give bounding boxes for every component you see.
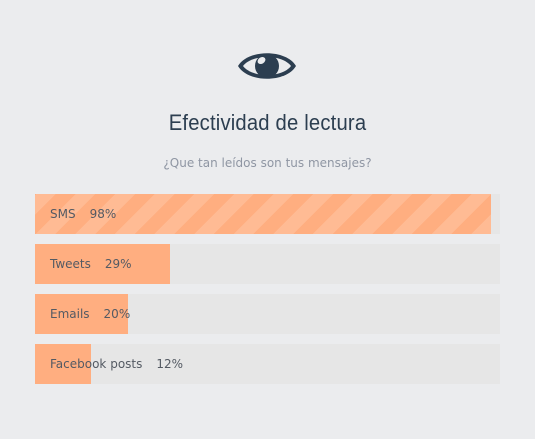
bar-label: Tweets: [50, 257, 91, 271]
bar-percent: 12%: [156, 357, 184, 371]
bar-label: Facebook posts: [50, 357, 143, 371]
bar-percent: 98%: [89, 207, 117, 221]
progress-text-emails: Emails 20%: [50, 294, 130, 334]
progress-bar-list: SMS 98% Tweets 29% Emails 20% Facebook post…: [35, 194, 500, 394]
progress-fill-facebook-posts: [35, 344, 91, 384]
bar-percent: 20%: [103, 307, 131, 321]
bar-label: SMS: [50, 207, 76, 221]
page-title: Efectividad de lectura: [168, 110, 367, 135]
progress-bar-tweets: Tweets 29%: [35, 244, 500, 284]
bar-percent: 29%: [104, 257, 132, 271]
progress-text-tweets: Tweets 29%: [50, 244, 132, 284]
progress-text-sms: SMS 98%: [50, 194, 116, 234]
progress-fill-sms: [35, 194, 491, 234]
progress-bar-emails: Emails 20%: [35, 294, 500, 334]
progress-bar-facebook-posts: Facebook posts 12%: [35, 344, 500, 384]
bar-label: Emails: [50, 307, 90, 321]
eye-icon: [238, 53, 296, 79]
progress-bar-sms: SMS 98%: [35, 194, 500, 234]
progress-fill-emails: [35, 294, 128, 334]
page-subtitle: ¿Que tan leídos son tus mensajes?: [163, 156, 372, 170]
progress-text-facebook-posts: Facebook posts 12%: [50, 344, 183, 384]
progress-fill-tweets: [35, 244, 170, 284]
